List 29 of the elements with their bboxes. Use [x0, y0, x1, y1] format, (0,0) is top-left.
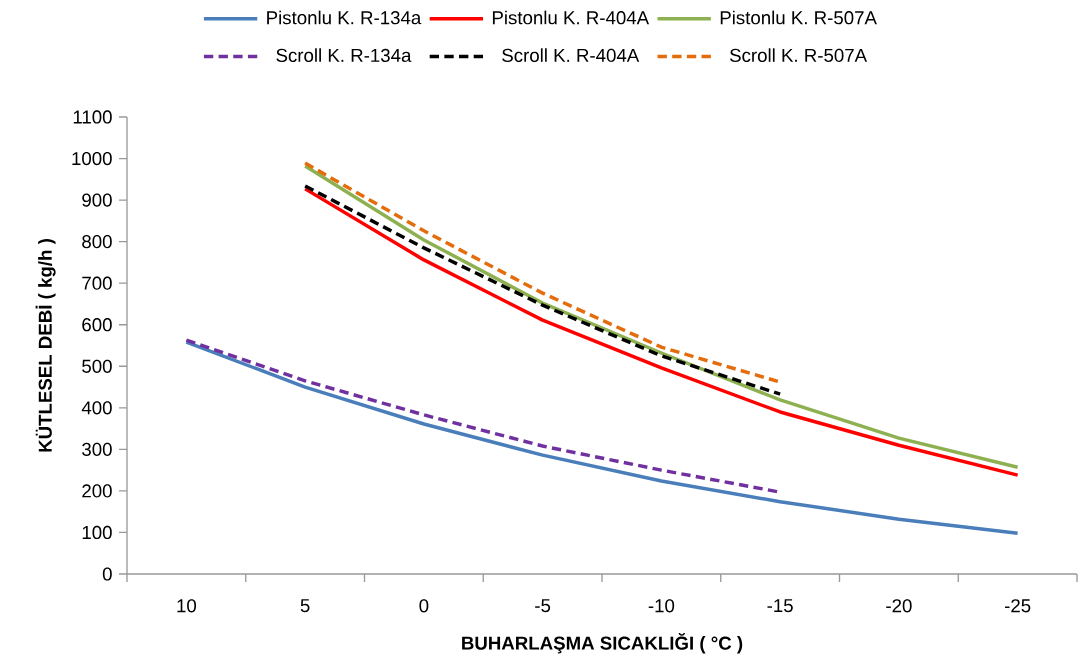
y-tick-label: 500: [82, 359, 112, 373]
y-tick-label: 0: [102, 567, 112, 581]
legend-label: Scroll K. R-404A: [502, 48, 640, 63]
x-tick-label: 10: [177, 599, 197, 613]
legend-label: Pistonlu K. R-404A: [492, 10, 650, 25]
y-tick-label: 900: [82, 193, 112, 207]
y-axis-title: KÜTLESEL DEBİ ( kg/h ): [35, 239, 56, 452]
x-tick-label: -25: [1004, 599, 1031, 613]
y-tick-label: 1100: [73, 110, 112, 124]
legend-label: Scroll K. R-134a: [276, 48, 412, 63]
y-tick-label: 300: [82, 442, 112, 456]
x-tick-label: -10: [648, 599, 675, 613]
y-tick-label: 400: [81, 401, 112, 415]
x-tick-label: 0: [419, 599, 429, 613]
y-tick-label: 1000: [72, 151, 112, 166]
x-axis-title: BUHARLAŞMA SICAKLIĞI ( °C ): [462, 633, 743, 654]
x-tick-label: 5: [300, 599, 310, 613]
x-tick-label: -20: [886, 599, 912, 613]
x-tick-label: -5: [535, 599, 551, 613]
legend-label: Pistonlu K. R-507A: [720, 10, 877, 25]
y-tick-label: 800: [82, 235, 112, 249]
legend-label: Scroll K. R-507A: [729, 48, 868, 63]
line-series: [184, 340, 1020, 536]
y-tick-label: 200: [82, 484, 112, 498]
y-tick-label: 600: [82, 318, 112, 332]
y-tick-label: 700: [82, 276, 112, 290]
x-tick-label: -15: [767, 599, 793, 613]
y-tick-label: 100: [82, 525, 112, 540]
legend-label: Pistonlu K. R-134a: [267, 10, 422, 25]
